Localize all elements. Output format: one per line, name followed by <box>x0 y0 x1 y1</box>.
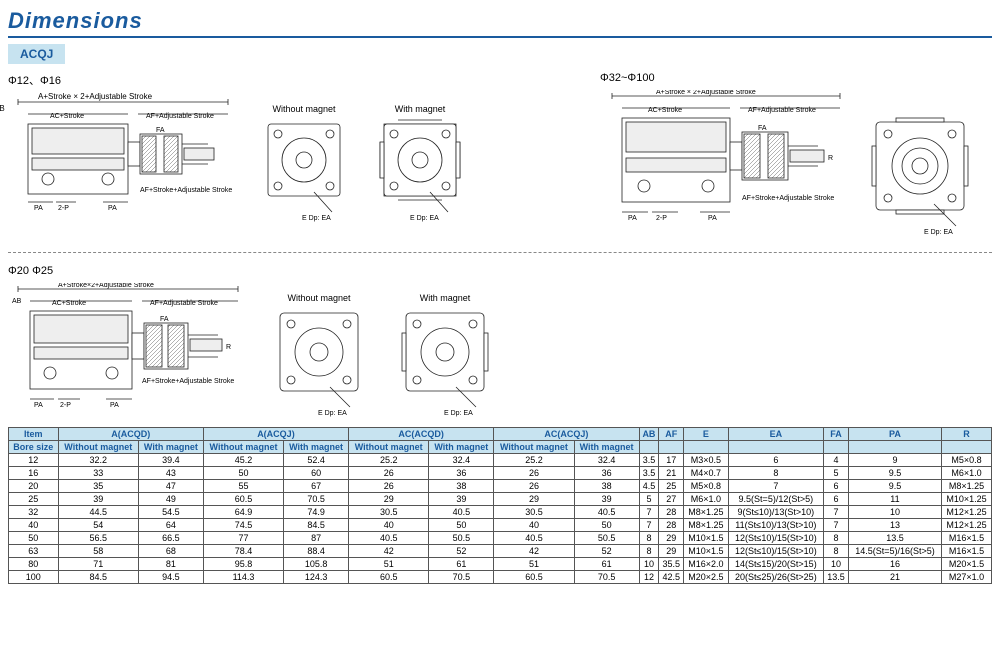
table-row: 1633435060263626363.521M4×0.7859.5M6×1.0 <box>9 467 992 480</box>
dim-fa: FA <box>156 127 165 134</box>
svg-text:PA: PA <box>34 205 43 212</box>
svg-text:2-P: 2-P <box>60 402 71 409</box>
svg-text:AF+Adjustable Stroke: AF+Adjustable Stroke <box>748 107 816 114</box>
page-title: Dimensions <box>8 8 992 34</box>
table-row: 10084.594.5114.3124.360.570.560.570.5124… <box>9 571 992 584</box>
svg-text:FA: FA <box>160 316 169 323</box>
svg-text:R: R <box>226 344 231 351</box>
svg-text:A+Stroke×2+Adjustable Stroke: A+Stroke×2+Adjustable Stroke <box>58 283 154 289</box>
table-header-1: Item A(ACQD) A(ACQJ) AC(ACQD) AC(ACQJ) A… <box>9 428 992 441</box>
table-row: 2035475567263826384.525M5×0.8769.5M8×1.2… <box>9 480 992 493</box>
svg-text:R: R <box>828 155 833 162</box>
diagram-row-1: Φ12、Φ16 A+Stroke × 2+Adjustable Stroke A… <box>8 72 992 240</box>
svg-text:E Dp: EA: E Dp: EA <box>410 215 439 222</box>
bore-label-3: Φ32~Φ100 <box>600 72 990 84</box>
bore-label-1: Φ12、Φ16 <box>8 72 588 88</box>
svg-text:AC+Stroke: AC+Stroke <box>648 107 682 114</box>
svg-text:A+Stroke × 2+Adjustable Stroke: A+Stroke × 2+Adjustable Stroke <box>656 90 756 96</box>
model-tag: ACQJ <box>8 44 65 64</box>
dim-ac: AC+Stroke <box>50 113 84 120</box>
svg-text:AF+Adjustable Stroke: AF+Adjustable Stroke <box>150 300 218 307</box>
label-with-magnet: With magnet <box>370 104 470 114</box>
table-row: 3244.554.564.974.930.540.530.540.5728M8×… <box>9 506 992 519</box>
front-view-3: E Dp: EA <box>860 110 980 240</box>
side-view-diagram-2: A+Stroke×2+Adjustable Stroke AC+Stroke A… <box>8 283 248 419</box>
svg-text:AB: AB <box>12 298 22 305</box>
side-view-diagram: AC+Stroke AF+Adjustable Stroke FA AF+Str… <box>8 94 238 224</box>
svg-text:AF+Stroke+Adjustable Stroke: AF+Stroke+Adjustable Stroke <box>742 195 834 202</box>
front-view-2a: E Dp: EA <box>264 303 374 419</box>
table-row: 80718195.8105.8516151611035.5M16×2.014(S… <box>9 558 992 571</box>
table-row: 1232.239.445.252.425.232.425.232.43.517M… <box>9 454 992 467</box>
svg-text:E Dp: EA: E Dp: EA <box>318 410 347 417</box>
label-without-magnet: Without magnet <box>254 104 354 114</box>
dimensions-table: Item A(ACQD) A(ACQJ) AC(ACQD) AC(ACQJ) A… <box>8 427 992 584</box>
label-wo-2: Without magnet <box>264 293 374 303</box>
front-view-2: E Dp: EA <box>370 114 470 224</box>
table-row: 25394960.570.529392939527M6×1.09.5(St=5)… <box>9 493 992 506</box>
table-row: 63586878.488.442524252829M10×1.512(St≤10… <box>9 545 992 558</box>
svg-text:2-P: 2-P <box>58 205 69 212</box>
front-view-1: E Dp: EA <box>254 114 354 224</box>
table-row: 40546474.584.540504050728M8×1.2511(St≤10… <box>9 519 992 532</box>
separator-1 <box>8 252 992 253</box>
diagram-row-2: Φ20 Φ25 <box>8 265 992 419</box>
front-view-2b: E Dp: EA <box>390 303 500 419</box>
svg-text:PA: PA <box>110 402 119 409</box>
svg-text:E Dp: EA: E Dp: EA <box>444 410 473 417</box>
page-title-bar: Dimensions <box>8 8 992 38</box>
side-view-diagram-3: A+Stroke × 2+Adjustable Stroke AC+Stroke… <box>600 90 850 240</box>
dim-afsa: AF+Stroke+Adjustable Stroke <box>140 187 232 194</box>
svg-text:PA: PA <box>708 215 717 222</box>
svg-text:PA: PA <box>34 402 43 409</box>
label-w-2: With magnet <box>390 293 500 303</box>
dim-ab: AB <box>0 104 5 113</box>
dim-af: AF+Adjustable Stroke <box>146 113 214 120</box>
bore-label-2: Φ20 Φ25 <box>8 265 628 277</box>
svg-text:PA: PA <box>108 205 117 212</box>
svg-text:AF+Stroke+Adjustable Stroke: AF+Stroke+Adjustable Stroke <box>142 378 234 385</box>
edp-label: E Dp: EA <box>302 215 331 222</box>
svg-text:AC+Stroke: AC+Stroke <box>52 300 86 307</box>
dim-formula: A+Stroke × 2+Adjustable Stroke <box>38 92 152 101</box>
svg-text:FA: FA <box>758 125 767 132</box>
svg-text:PA: PA <box>628 215 637 222</box>
table-row: 5056.566.5778740.550.540.550.5829M10×1.5… <box>9 532 992 545</box>
svg-text:2-P: 2-P <box>656 215 667 222</box>
table-header-2: Bore size Without magnetWith magnet With… <box>9 441 992 454</box>
svg-text:E Dp: EA: E Dp: EA <box>924 229 953 236</box>
